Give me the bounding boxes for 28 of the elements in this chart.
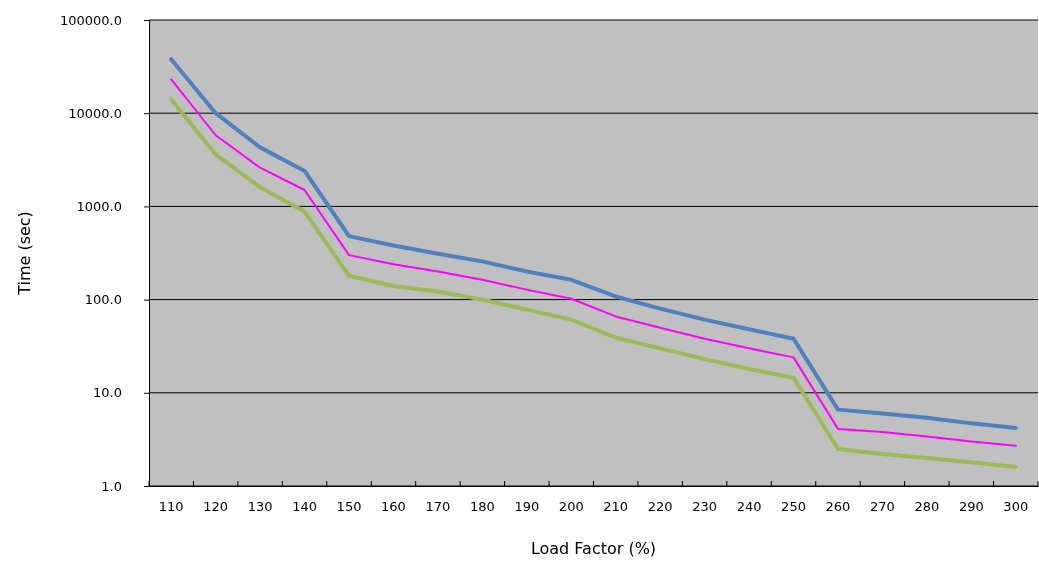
x-tick-label: 170 <box>425 499 451 515</box>
x-tick-label: 160 <box>381 499 406 515</box>
y-tick-label: 100000.0 <box>59 12 122 28</box>
x-tick-label: 250 <box>781 499 806 515</box>
y-tick-label: 10000.0 <box>68 105 122 121</box>
x-tick-label: 200 <box>558 499 584 515</box>
x-tick-label: 190 <box>514 499 540 515</box>
x-tick-label: 300 <box>1003 499 1029 515</box>
x-tick-label: 140 <box>292 499 317 515</box>
x-tick-label: 120 <box>203 499 229 515</box>
x-tick-label: 210 <box>603 499 629 515</box>
x-tick-label: 280 <box>914 499 940 515</box>
y-tick-label: 1000.0 <box>76 199 122 215</box>
x-tick-label: 260 <box>825 499 851 515</box>
y-tick-label: 10.0 <box>93 385 122 401</box>
y-tick-label: 100.0 <box>84 292 122 308</box>
x-tick-label: 270 <box>870 499 895 515</box>
y-tick-label: 1.0 <box>101 478 122 494</box>
x-tick-label: 180 <box>469 499 495 515</box>
x-tick-label: 290 <box>958 499 984 515</box>
x-tick-label: 110 <box>158 499 184 515</box>
y-axis-title: Time (sec) <box>15 211 34 296</box>
x-tick-label: 240 <box>736 499 762 515</box>
x-tick-label: 130 <box>247 499 273 515</box>
x-tick-label: 220 <box>647 499 673 515</box>
x-tick-label: 150 <box>336 499 362 515</box>
x-tick-label: 230 <box>692 499 718 515</box>
x-axis-title: Load Factor (%) <box>530 539 657 558</box>
